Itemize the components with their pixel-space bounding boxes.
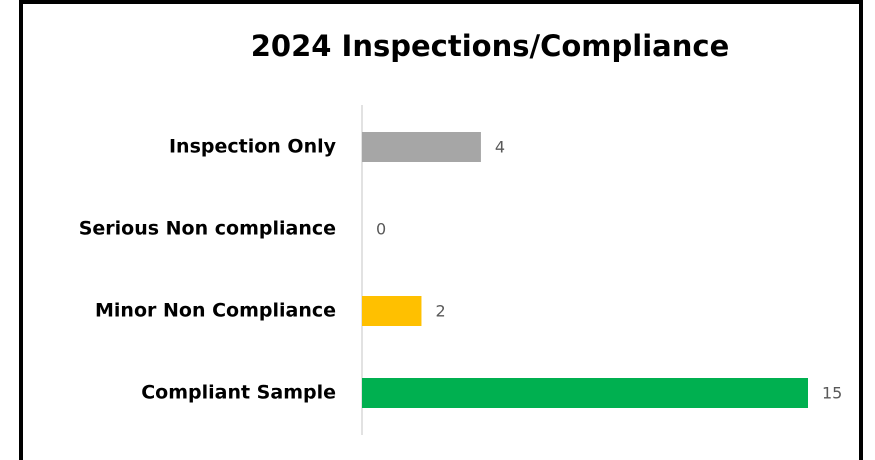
- value-label: 0: [376, 220, 386, 239]
- bar: [362, 132, 481, 162]
- category-label: Inspection Only: [169, 136, 337, 158]
- bar: [362, 296, 422, 326]
- category-label: Serious Non compliance: [79, 218, 336, 240]
- chart-title: 2024 Inspections/Compliance: [251, 29, 730, 63]
- value-label: 4: [495, 138, 505, 157]
- value-label: 15: [822, 384, 842, 403]
- value-label: 2: [435, 302, 445, 321]
- category-label: Minor Non Compliance: [95, 300, 336, 322]
- bar: [362, 378, 808, 408]
- category-label: Compliant Sample: [141, 382, 336, 404]
